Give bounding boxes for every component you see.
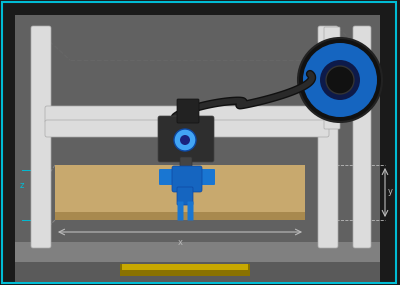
FancyBboxPatch shape [197, 169, 215, 185]
Bar [55, 212, 305, 220]
FancyBboxPatch shape [172, 166, 202, 192]
Text: x: x [178, 238, 182, 247]
Text: y: y [388, 188, 393, 196]
Bar [120, 264, 250, 276]
Circle shape [326, 66, 354, 94]
Circle shape [303, 43, 377, 117]
Text: z: z [20, 180, 24, 190]
FancyBboxPatch shape [31, 26, 51, 248]
Bar [55, 165, 305, 220]
FancyBboxPatch shape [324, 27, 340, 129]
FancyBboxPatch shape [318, 26, 338, 248]
FancyBboxPatch shape [45, 106, 329, 123]
FancyBboxPatch shape [188, 201, 194, 221]
Bar [15, 242, 380, 282]
Circle shape [298, 38, 382, 122]
Circle shape [320, 60, 360, 100]
FancyBboxPatch shape [178, 201, 184, 221]
FancyBboxPatch shape [158, 116, 214, 162]
Bar [15, 15, 380, 245]
FancyBboxPatch shape [353, 26, 371, 248]
Circle shape [180, 135, 190, 145]
FancyBboxPatch shape [177, 187, 193, 205]
FancyBboxPatch shape [159, 169, 177, 185]
Circle shape [174, 129, 196, 151]
FancyBboxPatch shape [45, 120, 329, 137]
Bar [15, 262, 380, 282]
FancyBboxPatch shape [180, 157, 192, 171]
Bar [122, 264, 248, 270]
FancyBboxPatch shape [177, 99, 199, 123]
